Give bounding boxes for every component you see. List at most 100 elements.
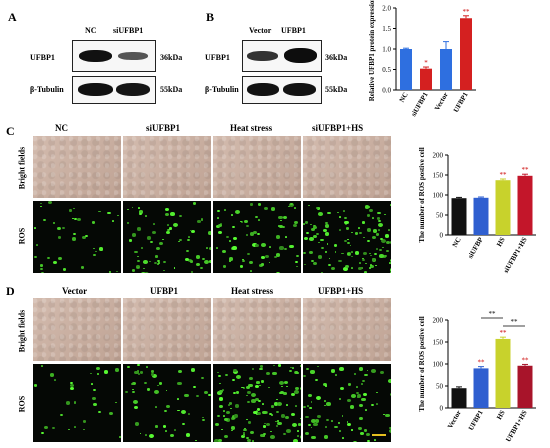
ros-cell-spot [276, 410, 280, 414]
ros-cell-spot [137, 373, 140, 375]
ros-cell-spot [98, 210, 101, 213]
ros-cell-spot [285, 403, 289, 406]
ros-cell-spot [292, 223, 298, 228]
ros-cell-spot [352, 440, 357, 442]
ros-cell-spot [170, 433, 175, 437]
ros-cell-spot [325, 221, 328, 224]
ros-cell-spot [170, 212, 175, 216]
blot-a-size-36: 36kDa [160, 53, 183, 62]
band [79, 50, 112, 62]
ros-cell-spot [177, 381, 182, 386]
panel-label-d: D [6, 284, 15, 298]
ros-cell-spot [303, 406, 306, 409]
x-tick-label: siUFBP1+HS [502, 236, 529, 275]
ros-cell-spot [40, 431, 44, 435]
ros-cell-spot [219, 397, 224, 401]
ros-cell-spot [346, 253, 350, 256]
ros-cell-spot [234, 404, 239, 408]
ros-cell-spot [275, 253, 281, 257]
ros-cell-spot [107, 211, 111, 215]
ros-cell-spot [278, 224, 283, 229]
ros-cell-spot [136, 227, 142, 231]
blot-b-size-55: 55kDa [325, 85, 348, 94]
ros-cell-spot [345, 223, 348, 226]
ros-cell-spot [383, 413, 386, 416]
blot-a-ufbp1 [72, 40, 156, 72]
ros-cell-spot [286, 385, 288, 387]
ros-cell-spot [74, 426, 77, 428]
ros-cell-spot [152, 230, 156, 234]
ros-cell-spot [353, 372, 356, 375]
ros-cell-spot [268, 261, 271, 263]
ros-cell-spot [90, 372, 92, 374]
significance-label: ** [463, 8, 471, 16]
ros-cell-spot [72, 217, 75, 220]
blot-a-tubulin [72, 76, 156, 104]
ros-cell-spot [338, 216, 341, 219]
ros-cell-spot [228, 402, 233, 406]
ros-cell-spot [217, 414, 220, 417]
ros-cell-spot [371, 368, 377, 373]
ros-cell-spot [324, 224, 329, 228]
ros-cell-spot [165, 390, 168, 392]
blot-a-size-55: 55kDa [160, 85, 183, 94]
ros-cell-spot [111, 220, 114, 222]
ros-cell-spot [62, 268, 66, 271]
ros-cell-spot [236, 375, 242, 379]
ros-cell-spot [313, 235, 318, 239]
ros-cell-spot [65, 401, 71, 405]
ros-cell-spot [388, 379, 391, 383]
ros-cell-spot [146, 236, 151, 240]
y-tick-label: 50 [436, 383, 444, 391]
ros-cell-spot [162, 260, 166, 264]
ros-cell-spot [254, 384, 259, 388]
ros-cell-spot [284, 236, 287, 239]
ros-cell-spot [346, 238, 349, 241]
ros-cell-spot [350, 250, 354, 253]
ros-cell-spot [283, 432, 287, 436]
ros-cell-spot [202, 257, 205, 260]
ros-cell-spot [326, 402, 331, 406]
ros-image [303, 201, 391, 273]
ros-cell-spot [127, 208, 130, 211]
ros-cell-spot [180, 410, 186, 415]
ros-cell-spot [173, 267, 176, 269]
ros-cell-spot [321, 247, 324, 250]
ros-cell-spot [358, 231, 362, 234]
ros-cell-spot [218, 375, 222, 378]
ros-cell-spot [334, 374, 337, 377]
ros-cell-spot [327, 211, 331, 215]
ros-cell-spot [328, 257, 331, 259]
y-tick-label: 100 [433, 361, 444, 369]
ros-cell-spot [338, 430, 341, 433]
ros-cell-spot [178, 370, 182, 373]
ros-cell-spot [294, 404, 297, 407]
ros-cell-spot [176, 398, 179, 400]
ros-cell-spot [297, 423, 301, 426]
ros-cell-spot [308, 424, 311, 427]
ros-cell-spot [375, 265, 377, 267]
x-tick-label: Vector [433, 91, 450, 112]
ros-cell-spot [223, 209, 227, 212]
ros-cell-spot [362, 393, 367, 397]
ros-cell-spot [52, 427, 56, 430]
ros-cell-spot [164, 430, 168, 433]
ros-cell-spot [125, 390, 128, 393]
ros-cell-spot [378, 229, 380, 231]
ros-cell-spot [294, 389, 300, 394]
bar [440, 49, 452, 90]
ros-cell-spot [90, 383, 93, 385]
significance-label: * [424, 59, 428, 67]
ros-cell-spot [254, 398, 259, 402]
significance-label: ** [500, 171, 508, 179]
ros-cell-spot [255, 244, 259, 248]
blot-b-col-ufbp1: UFBP1 [281, 26, 306, 35]
ros-cell-spot [158, 241, 163, 245]
significance-label: ** [522, 356, 530, 364]
ros-cell-spot [275, 235, 281, 240]
ros-cell-spot [131, 381, 136, 385]
ros-cell-spot [364, 409, 368, 412]
x-tick-label: UFBP1+HS [504, 409, 529, 443]
ros-cell-spot [257, 219, 260, 221]
ros-cell-spot [351, 231, 354, 234]
